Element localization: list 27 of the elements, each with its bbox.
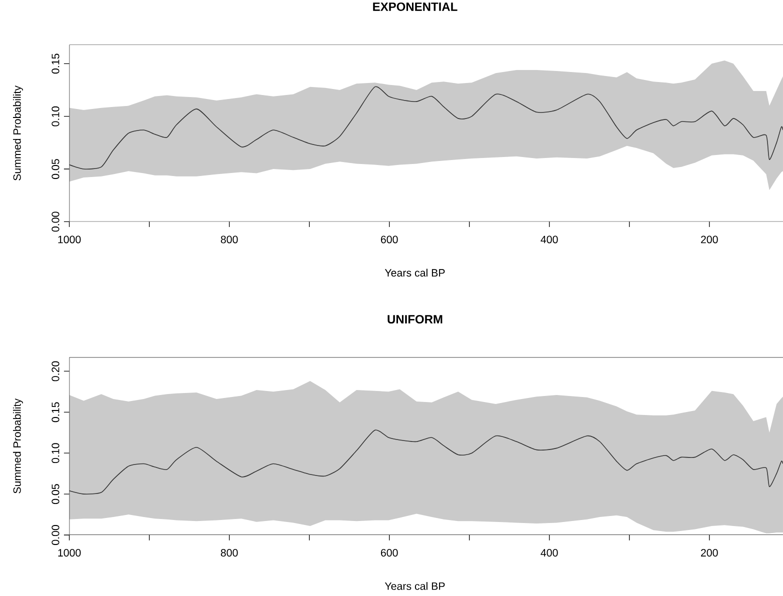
- y-tick-label: 0.20: [52, 361, 60, 382]
- y-axis-title: Summed Probability: [13, 86, 23, 180]
- line-series: [69, 430, 783, 494]
- line-series: [69, 86, 783, 170]
- x-tick-label: 1000: [58, 549, 81, 557]
- y-axis-title: Summed Probability: [13, 398, 23, 494]
- x-tick-label: 800: [220, 549, 238, 557]
- x-tick-label: 1000: [58, 236, 81, 244]
- y-tick-label: 0.15: [52, 54, 60, 74]
- x-tick-label: 200: [701, 549, 718, 557]
- y-tick-label: 0.05: [52, 484, 60, 504]
- x-tick-label: 600: [380, 549, 398, 557]
- y-tick-label: 0.00: [52, 525, 60, 545]
- x-axis-title: Years cal BP: [384, 582, 445, 590]
- x-tick-label: 400: [540, 549, 558, 557]
- chart-title: EXPONENTIAL: [373, 2, 458, 11]
- y-tick-label: 0.10: [52, 106, 60, 126]
- x-tick-label: 600: [380, 236, 398, 244]
- y-tick-label: 0.05: [52, 159, 60, 179]
- x-axis-title: Years cal BP: [384, 268, 445, 277]
- chart-title: UNIFORM: [388, 315, 442, 324]
- x-tick-label: 800: [220, 236, 238, 244]
- y-tick-label: 0.00: [52, 212, 60, 232]
- x-tick-label: 200: [701, 236, 718, 244]
- x-tick-label: 400: [540, 236, 558, 244]
- y-tick-label: 0.15: [52, 402, 60, 422]
- y-tick-label: 0.10: [52, 443, 60, 464]
